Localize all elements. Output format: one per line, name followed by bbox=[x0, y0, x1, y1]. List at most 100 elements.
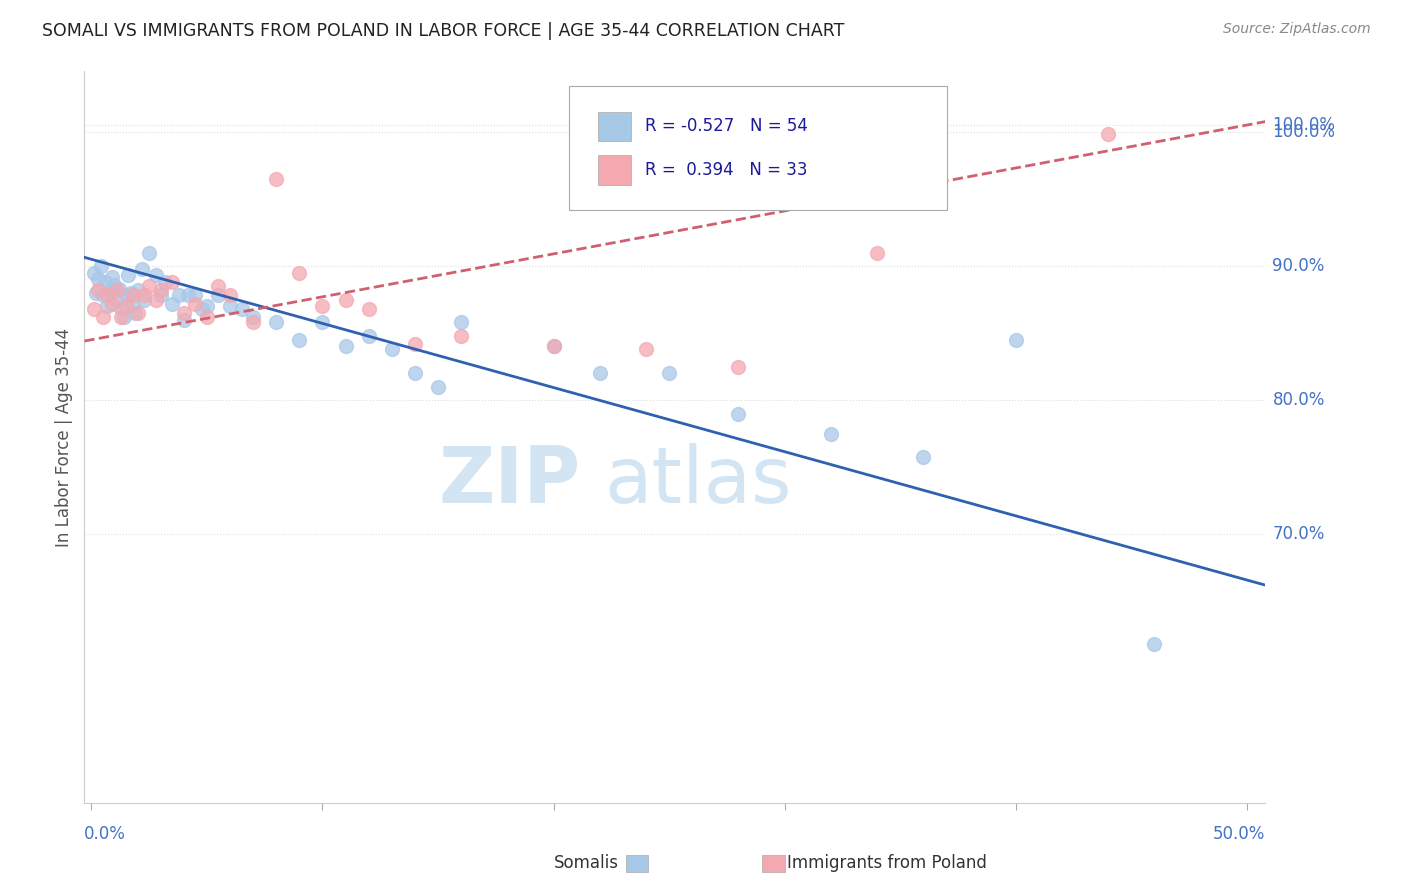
Text: 70.0%: 70.0% bbox=[1272, 525, 1324, 543]
Point bbox=[288, 333, 311, 347]
Point bbox=[264, 315, 287, 329]
Point bbox=[124, 306, 146, 320]
Point bbox=[120, 285, 142, 300]
Point bbox=[115, 288, 138, 302]
Text: 80.0%: 80.0% bbox=[1272, 392, 1324, 409]
Point bbox=[105, 293, 128, 307]
Point bbox=[87, 283, 110, 297]
Point bbox=[543, 339, 565, 353]
Point bbox=[131, 261, 153, 276]
Point bbox=[138, 245, 160, 260]
Point bbox=[264, 171, 287, 186]
Point bbox=[167, 288, 190, 302]
Point bbox=[138, 279, 160, 293]
Point bbox=[87, 272, 110, 286]
Text: 90.0%: 90.0% bbox=[1272, 257, 1324, 275]
Point bbox=[127, 283, 149, 297]
Point bbox=[195, 310, 218, 324]
Point bbox=[122, 288, 145, 302]
Point bbox=[1143, 637, 1166, 651]
Point bbox=[207, 279, 229, 293]
Point bbox=[103, 277, 125, 292]
Text: atlas: atlas bbox=[605, 443, 792, 519]
Point bbox=[219, 288, 242, 302]
Point bbox=[117, 268, 139, 283]
Point bbox=[108, 282, 131, 296]
Point bbox=[866, 245, 889, 260]
Point bbox=[134, 288, 156, 302]
Point bbox=[127, 306, 149, 320]
Point bbox=[207, 288, 229, 302]
Point bbox=[404, 367, 426, 381]
Point bbox=[160, 296, 183, 310]
Point bbox=[96, 288, 118, 302]
Point bbox=[820, 426, 842, 441]
Bar bbox=[598, 155, 631, 185]
Point bbox=[115, 299, 138, 313]
Point bbox=[91, 288, 114, 302]
Point bbox=[101, 269, 124, 284]
Y-axis label: In Labor Force | Age 35-44: In Labor Force | Age 35-44 bbox=[55, 327, 73, 547]
Point bbox=[242, 310, 264, 324]
Point bbox=[727, 407, 749, 421]
Point bbox=[96, 299, 118, 313]
Point bbox=[381, 342, 404, 356]
Point bbox=[311, 315, 333, 329]
Point bbox=[149, 288, 172, 302]
Point bbox=[335, 339, 357, 353]
Bar bbox=[598, 112, 631, 141]
Point bbox=[404, 336, 426, 351]
Point bbox=[101, 296, 124, 310]
Point bbox=[173, 306, 195, 320]
Point bbox=[427, 380, 450, 394]
Point bbox=[589, 367, 612, 381]
Point bbox=[145, 268, 167, 283]
Point bbox=[122, 296, 145, 310]
Text: R = -0.527   N = 54: R = -0.527 N = 54 bbox=[645, 117, 808, 136]
Point bbox=[335, 293, 357, 307]
Point bbox=[110, 301, 132, 315]
Point bbox=[105, 283, 128, 297]
Point bbox=[83, 301, 105, 316]
Point bbox=[149, 283, 172, 297]
Point bbox=[145, 293, 167, 307]
Text: Immigrants from Poland: Immigrants from Poland bbox=[787, 855, 987, 872]
Point bbox=[912, 450, 935, 464]
Point bbox=[134, 293, 156, 307]
Point bbox=[1097, 128, 1119, 142]
Point bbox=[658, 367, 681, 381]
Point bbox=[357, 328, 380, 343]
Point bbox=[450, 328, 472, 343]
Text: Source: ZipAtlas.com: Source: ZipAtlas.com bbox=[1223, 22, 1371, 37]
Text: 0.0%: 0.0% bbox=[84, 825, 127, 843]
Point bbox=[242, 315, 264, 329]
Point bbox=[634, 342, 657, 356]
Point bbox=[311, 299, 333, 313]
FancyBboxPatch shape bbox=[568, 86, 946, 211]
Point bbox=[91, 310, 114, 324]
Point bbox=[727, 359, 749, 374]
Point bbox=[177, 288, 200, 302]
Text: 100.0%: 100.0% bbox=[1272, 123, 1336, 141]
Text: 50.0%: 50.0% bbox=[1213, 825, 1265, 843]
Text: ZIP: ZIP bbox=[439, 443, 581, 519]
Point bbox=[1004, 333, 1026, 347]
Point bbox=[231, 301, 253, 316]
Point bbox=[195, 299, 218, 313]
Point bbox=[155, 275, 177, 289]
Text: Somalis: Somalis bbox=[554, 855, 619, 872]
Point bbox=[84, 285, 107, 300]
Point bbox=[173, 312, 195, 326]
Point bbox=[184, 296, 207, 310]
Point bbox=[184, 288, 207, 302]
Point bbox=[543, 339, 565, 353]
Point bbox=[110, 310, 132, 324]
Point bbox=[94, 275, 117, 289]
Point bbox=[219, 299, 242, 313]
Point bbox=[191, 301, 214, 316]
Point bbox=[357, 301, 380, 316]
Point bbox=[112, 310, 135, 324]
Text: SOMALI VS IMMIGRANTS FROM POLAND IN LABOR FORCE | AGE 35-44 CORRELATION CHART: SOMALI VS IMMIGRANTS FROM POLAND IN LABO… bbox=[42, 22, 845, 40]
Point bbox=[160, 275, 183, 289]
Text: 100.0%: 100.0% bbox=[1272, 116, 1336, 134]
